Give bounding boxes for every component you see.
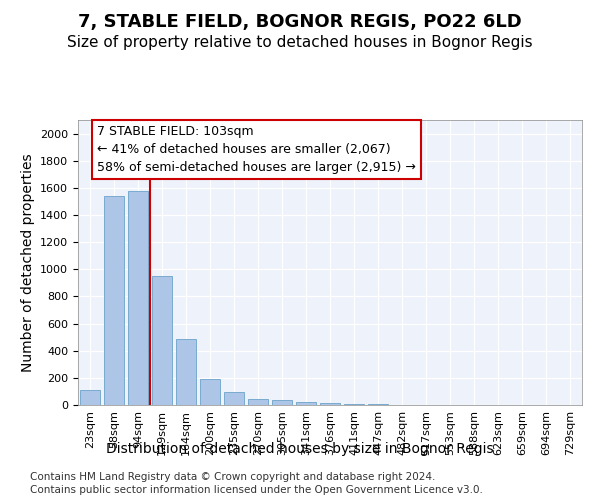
- Bar: [320, 403, 340, 405]
- Bar: [176, 339, 196, 405]
- Text: Size of property relative to detached houses in Bognor Regis: Size of property relative to detached ho…: [67, 35, 533, 50]
- Text: Contains HM Land Registry data © Crown copyright and database right 2024.: Contains HM Land Registry data © Crown c…: [30, 472, 436, 482]
- Text: 7, STABLE FIELD, BOGNOR REGIS, PO22 6LD: 7, STABLE FIELD, BOGNOR REGIS, PO22 6LD: [78, 12, 522, 30]
- Bar: [224, 392, 244, 405]
- Y-axis label: Number of detached properties: Number of detached properties: [20, 153, 35, 372]
- Bar: [128, 191, 148, 405]
- Bar: [248, 399, 268, 405]
- Bar: [368, 404, 388, 405]
- Text: Distribution of detached houses by size in Bognor Regis: Distribution of detached houses by size …: [106, 442, 494, 456]
- Bar: [296, 402, 316, 405]
- Bar: [272, 400, 292, 405]
- Bar: [200, 379, 220, 405]
- Bar: [80, 390, 100, 405]
- Text: Contains public sector information licensed under the Open Government Licence v3: Contains public sector information licen…: [30, 485, 483, 495]
- Bar: [344, 404, 364, 405]
- Bar: [152, 276, 172, 405]
- Bar: [104, 196, 124, 405]
- Text: 7 STABLE FIELD: 103sqm
← 41% of detached houses are smaller (2,067)
58% of semi-: 7 STABLE FIELD: 103sqm ← 41% of detached…: [97, 126, 416, 174]
